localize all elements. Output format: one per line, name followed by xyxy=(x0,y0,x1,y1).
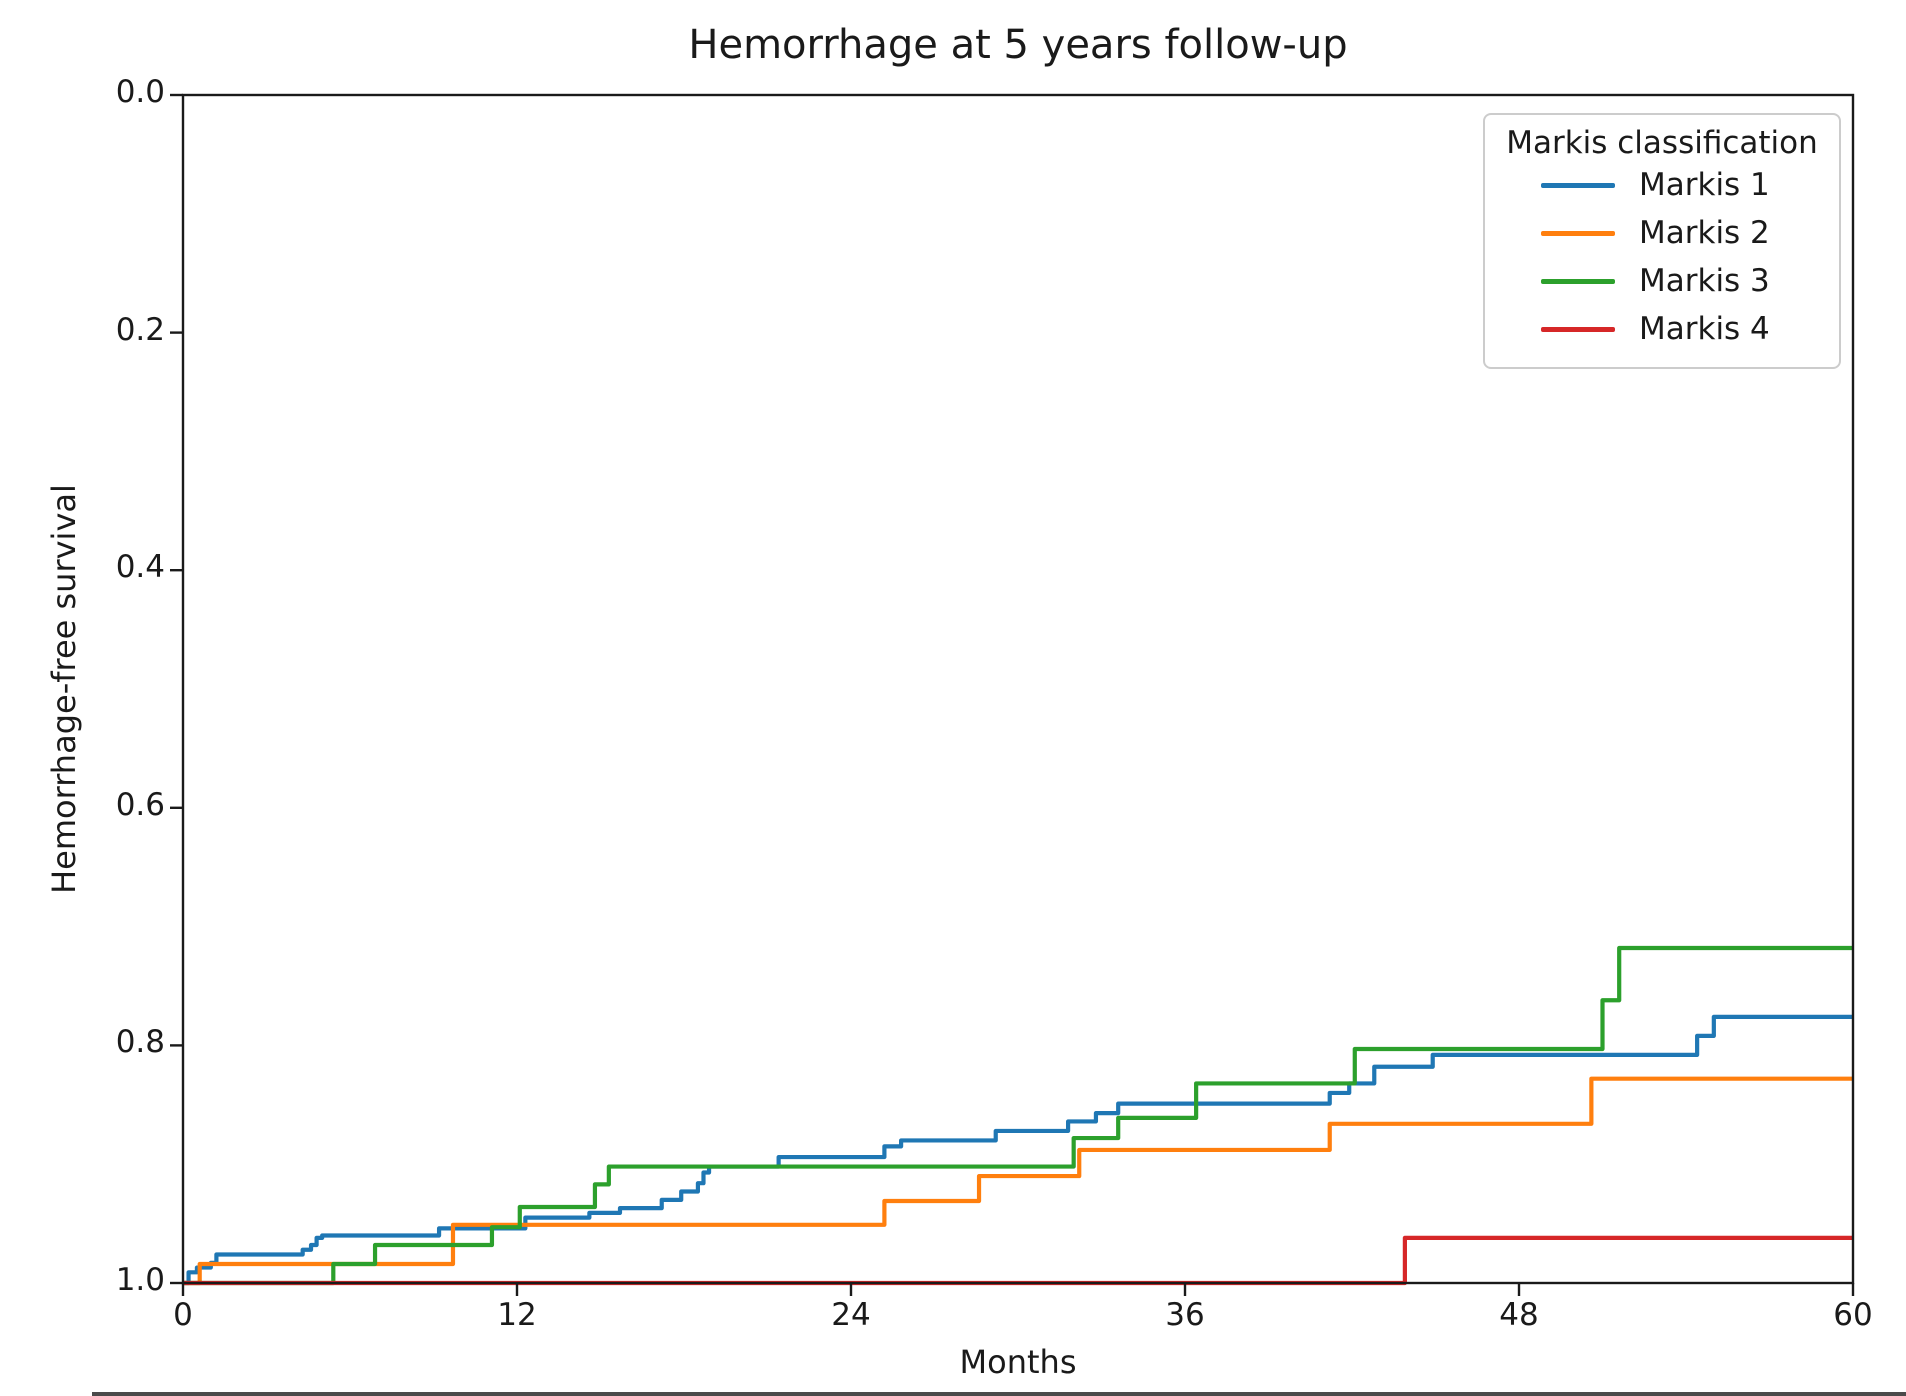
y-tick-label: 0.0 xyxy=(115,74,165,110)
series-line-markis-3 xyxy=(183,945,1853,1286)
x-axis-label: Months xyxy=(959,1343,1077,1381)
x-tick-label: 24 xyxy=(831,1297,871,1333)
legend-item-markis-2: Markis 2 xyxy=(1485,209,1839,257)
series-line-markis-1 xyxy=(183,1014,1853,1286)
legend-swatch-markis-3 xyxy=(1541,278,1615,284)
y-tick-label: 0.6 xyxy=(115,786,165,823)
x-tick-label: 36 xyxy=(1165,1297,1205,1333)
legend-items: Markis 1 Markis 2 Markis 3 Markis 4 xyxy=(1485,161,1839,353)
legend: Markis classification Markis 1 Markis 2 Ma… xyxy=(1483,113,1841,369)
y-tick-label: 0.4 xyxy=(115,549,165,586)
legend-swatch-markis-1 xyxy=(1541,182,1615,188)
legend-title: Markis classification xyxy=(1506,125,1818,161)
legend-item-markis-4: Markis 4 xyxy=(1485,305,1839,353)
legend-item-markis-3: Markis 3 xyxy=(1485,257,1839,305)
x-tick-label: 0 xyxy=(173,1297,193,1333)
legend-label: Markis 2 xyxy=(1639,215,1770,251)
plot-frame xyxy=(181,93,1855,1285)
x-tick-label: 60 xyxy=(1833,1297,1873,1333)
legend-label: Markis 1 xyxy=(1639,167,1770,203)
x-tick-label: 48 xyxy=(1499,1297,1539,1333)
series-line-markis-2 xyxy=(183,1076,1853,1286)
chart-title: Hemorrhage at 5 years follow-up xyxy=(688,22,1348,68)
legend-label: Markis 3 xyxy=(1639,263,1770,299)
y-tick-label: 0.2 xyxy=(115,311,165,348)
screen-bottom-edge xyxy=(92,1392,1906,1396)
y-axis-label: Hemorrhage-free survival xyxy=(45,484,83,894)
y-tick-label: 1.0 xyxy=(115,1262,165,1298)
legend-swatch-markis-2 xyxy=(1541,230,1615,236)
legend-item-markis-1: Markis 1 xyxy=(1485,161,1839,209)
y-tick-label: 0.8 xyxy=(115,1024,165,1061)
x-tick-label: 12 xyxy=(497,1297,537,1333)
legend-swatch-markis-4 xyxy=(1541,326,1615,332)
legend-label: Markis 4 xyxy=(1639,311,1770,347)
